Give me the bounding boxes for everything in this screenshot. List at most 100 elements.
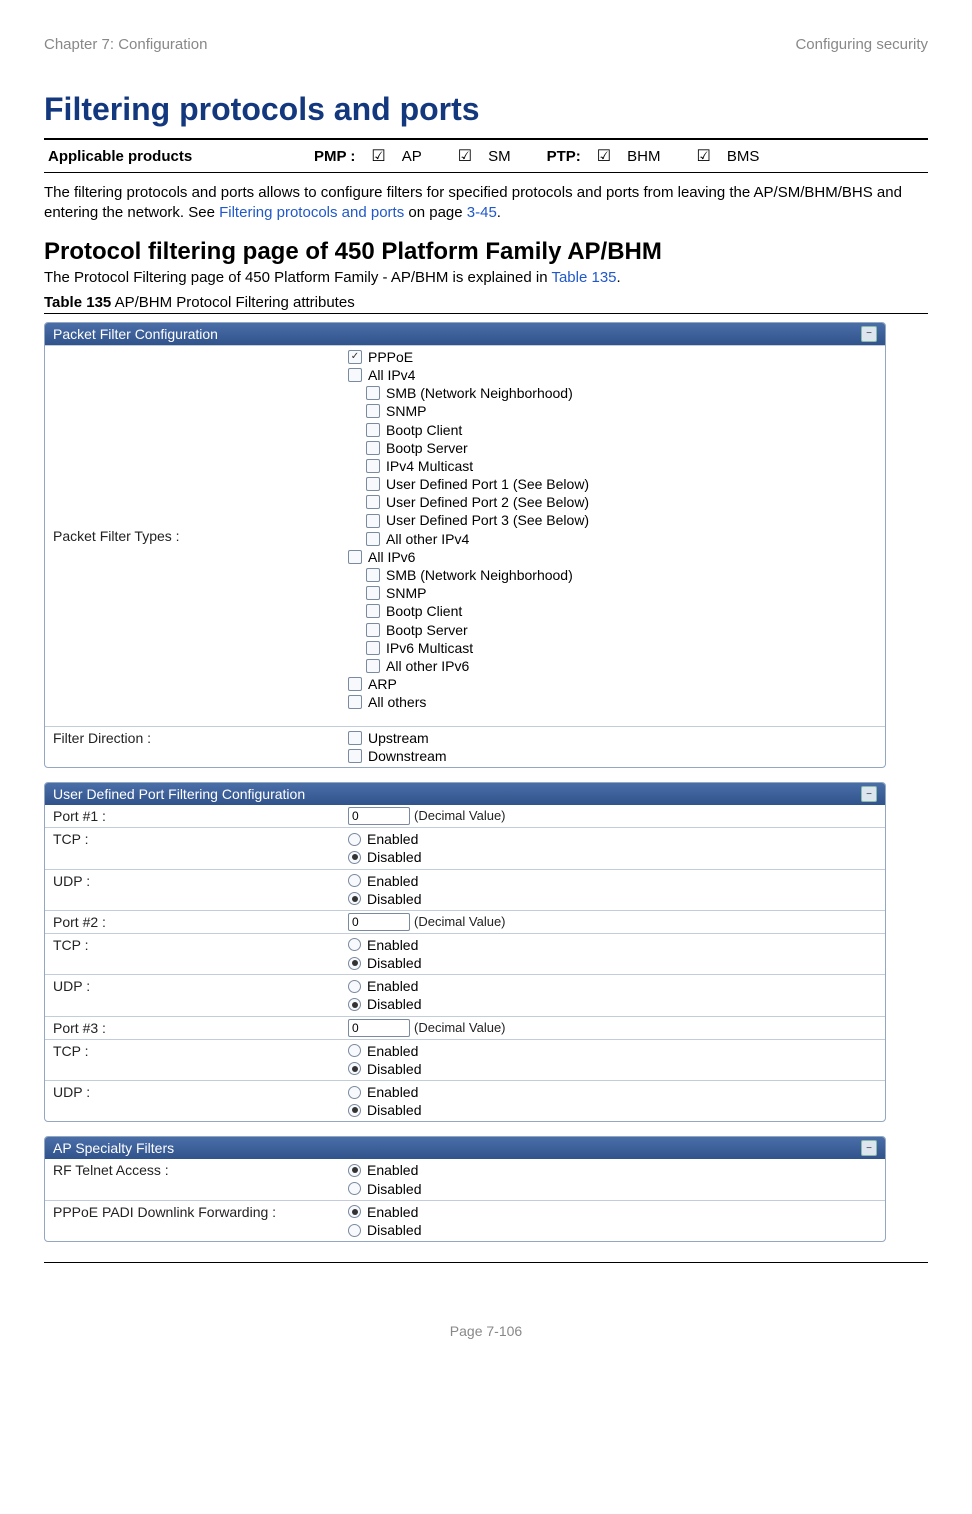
radio-label: Disabled (367, 954, 421, 972)
filter-label: User Defined Port 3 (See Below) (386, 511, 589, 529)
prod-bhm: BHM (627, 148, 660, 165)
table-ref[interactable]: Table 135 (551, 269, 616, 286)
checkbox[interactable] (366, 659, 380, 673)
radio-label: Disabled (367, 995, 421, 1013)
radio[interactable] (348, 833, 361, 846)
direction-cell: UpstreamDownstream (340, 727, 885, 767)
checkbox[interactable] (366, 441, 380, 455)
row-label: UDP : (45, 870, 340, 892)
protocol-filtering-heading: Protocol filtering page of 450 Platform … (44, 238, 928, 266)
config-row: UDP :EnabledDisabled (45, 869, 885, 910)
port-input[interactable] (348, 1019, 410, 1037)
radio[interactable] (348, 1182, 361, 1195)
radio-option: Disabled (348, 1180, 877, 1198)
row-value: EnabledDisabled (340, 1159, 885, 1199)
radio[interactable] (348, 1044, 361, 1057)
radio[interactable] (348, 851, 361, 864)
row-label: Port #2 : (45, 911, 340, 933)
checkbox[interactable] (366, 623, 380, 637)
radio[interactable] (348, 1205, 361, 1218)
collapse-icon[interactable]: − (861, 786, 877, 802)
caption-rest: AP/BHM Protocol Filtering attributes (111, 294, 354, 311)
filter-label: All other IPv4 (386, 530, 469, 548)
checkbox[interactable] (366, 532, 380, 546)
radio[interactable] (348, 998, 361, 1011)
caption-bold: Table 135 (44, 294, 111, 311)
radio[interactable] (348, 892, 361, 905)
radio-option: Enabled (348, 1042, 877, 1060)
radio-option: Enabled (348, 1161, 877, 1179)
port-input[interactable] (348, 807, 410, 825)
port-input[interactable] (348, 913, 410, 931)
filter-option: User Defined Port 3 (See Below) (366, 511, 877, 529)
radio[interactable] (348, 1224, 361, 1237)
checkbox[interactable] (366, 586, 380, 600)
checkbox[interactable] (366, 423, 380, 437)
filter-option: SNMP (366, 584, 877, 602)
radio-label: Disabled (367, 1101, 421, 1119)
filter-label: User Defined Port 2 (See Below) (386, 493, 589, 511)
check-icon: ☑ (597, 146, 611, 166)
radio[interactable] (348, 874, 361, 887)
panel-header: AP Specialty Filters − (45, 1137, 885, 1159)
radio[interactable] (348, 1164, 361, 1177)
filter-label: All IPv4 (368, 366, 415, 384)
radio[interactable] (348, 957, 361, 970)
row-value: (Decimal Value) (340, 1017, 885, 1039)
checkbox[interactable] (366, 386, 380, 400)
radio-label: Disabled (367, 1180, 421, 1198)
checkbox[interactable] (348, 695, 362, 709)
filter-label: SNMP (386, 402, 426, 420)
row-label: PPPoE PADI Downlink Forwarding : (45, 1201, 340, 1223)
collapse-icon[interactable]: − (861, 326, 877, 342)
filter-option: SMB (Network Neighborhood) (366, 566, 877, 584)
config-row: TCP :EnabledDisabled (45, 933, 885, 974)
checkbox[interactable] (348, 731, 362, 745)
row-value: EnabledDisabled (340, 828, 885, 868)
radio-label: Enabled (367, 1042, 418, 1060)
ptp-label: PTP: (547, 148, 581, 165)
radio[interactable] (348, 1086, 361, 1099)
filter-option: Bootp Client (366, 602, 877, 620)
filter-option: ARP (348, 675, 877, 693)
checkbox[interactable] (366, 641, 380, 655)
radio-label: Enabled (367, 1161, 418, 1179)
config-row: Port #1 :(Decimal Value) (45, 805, 885, 827)
checkbox[interactable] (366, 495, 380, 509)
radio-option: Disabled (348, 890, 877, 908)
filter-label: Bootp Server (386, 439, 468, 457)
check-icon: ☑ (458, 146, 472, 166)
filter-option: All others (348, 693, 877, 711)
radio-option: Enabled (348, 977, 877, 995)
checkbox[interactable] (348, 550, 362, 564)
panels-wrap: Packet Filter Configuration − Packet Fil… (44, 322, 928, 1263)
radio-label: Disabled (367, 848, 421, 866)
checkbox[interactable] (366, 604, 380, 618)
intro-paragraph: The filtering protocols and ports allows… (44, 183, 928, 224)
checkbox[interactable] (366, 459, 380, 473)
radio[interactable] (348, 1062, 361, 1075)
filter-label: IPv4 Multicast (386, 457, 473, 475)
radio-label: Enabled (367, 936, 418, 954)
filter-option: IPv6 Multicast (366, 639, 877, 657)
radio[interactable] (348, 1104, 361, 1117)
intro-pageref[interactable]: 3-45 (467, 204, 497, 221)
checkbox[interactable] (348, 368, 362, 382)
checkbox[interactable] (366, 404, 380, 418)
checkbox[interactable] (348, 677, 362, 691)
radio[interactable] (348, 980, 361, 993)
row-value: (Decimal Value) (340, 805, 885, 827)
checkbox[interactable] (348, 350, 362, 364)
radio[interactable] (348, 938, 361, 951)
checkbox[interactable] (366, 568, 380, 582)
direction-option: Upstream (348, 729, 877, 747)
filter-label: Bootp Client (386, 602, 462, 620)
config-row: PPPoE PADI Downlink Forwarding :EnabledD… (45, 1200, 885, 1241)
checkbox[interactable] (366, 514, 380, 528)
checkbox[interactable] (366, 477, 380, 491)
pmp-label: PMP : (314, 148, 355, 165)
collapse-icon[interactable]: − (861, 1140, 877, 1156)
intro-link[interactable]: Filtering protocols and ports (219, 204, 404, 221)
checkbox[interactable] (348, 749, 362, 763)
check-icon: ☑ (371, 146, 385, 166)
